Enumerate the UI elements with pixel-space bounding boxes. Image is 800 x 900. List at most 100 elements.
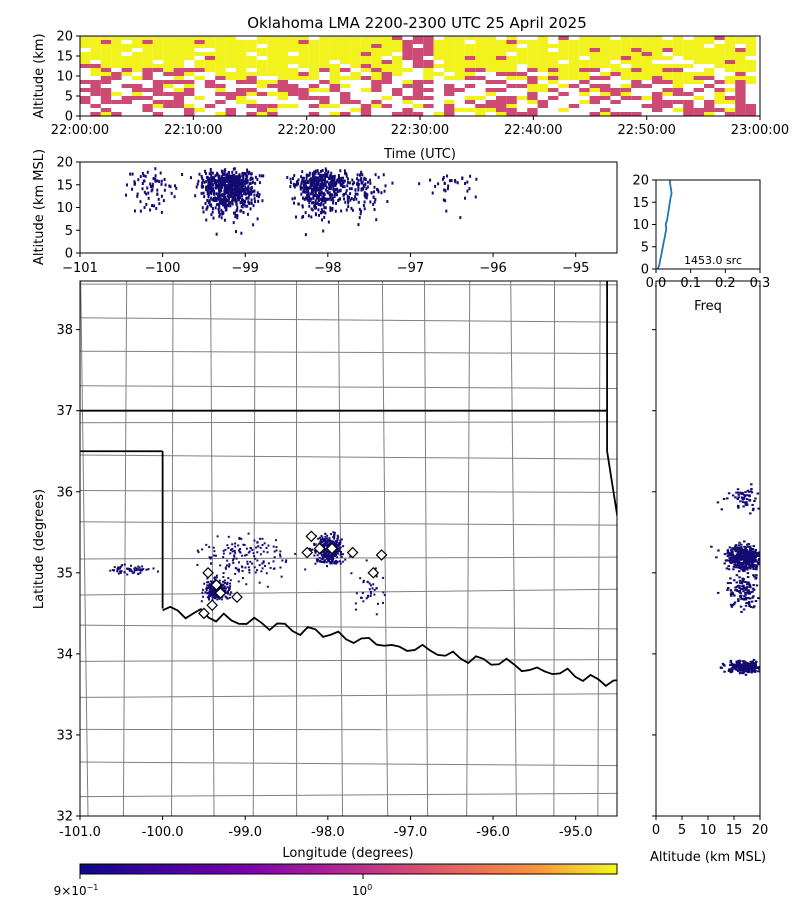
plan-source-point: [237, 580, 240, 583]
heat-cell: [246, 76, 257, 80]
lon-alt-point: [360, 209, 363, 213]
heat-cell: [111, 52, 122, 56]
plan-source-point: [324, 548, 327, 551]
alt-lat-point: [750, 671, 753, 674]
plan-source-point: [119, 571, 122, 574]
heat-cell: [516, 60, 528, 64]
lon-alt-point: [328, 192, 331, 196]
heat-cell: [704, 108, 715, 112]
plan-source-point: [279, 555, 282, 558]
plan-source-point: [313, 554, 316, 557]
plan-source-point: [224, 566, 227, 569]
heat-cell: [527, 68, 538, 72]
alt-lat-x-tick-label: 5: [678, 823, 686, 838]
heat-cell: [90, 80, 101, 84]
alt-lat-point: [746, 545, 750, 548]
lon-alt-point: [235, 214, 238, 218]
plan-source-point: [326, 537, 329, 540]
heat-cell: [464, 68, 476, 72]
lon-alt-point: [312, 201, 315, 205]
heat-cell: [568, 52, 580, 56]
lon-alt-point: [225, 174, 228, 178]
plan-source-point: [249, 547, 252, 550]
plan-source-point: [222, 572, 225, 575]
lon-alt-point: [244, 178, 247, 182]
lon-alt-point: [324, 167, 327, 171]
heat-cell: [277, 96, 288, 100]
heat-cell: [475, 108, 486, 112]
alt-lat-point: [754, 565, 758, 568]
plan-source-point: [117, 566, 120, 569]
lon-alt-point: [316, 194, 319, 198]
lon-alt-point: [229, 181, 232, 185]
lon-alt-point: [238, 181, 241, 185]
heat-cell: [350, 108, 361, 112]
lon-alt-point: [235, 175, 238, 179]
heat-cell: [631, 40, 642, 44]
plan-source-point: [254, 557, 257, 560]
heat-cell: [496, 88, 507, 92]
alt-lat-point: [742, 608, 746, 611]
plan-source-point: [248, 571, 251, 574]
plan-source-point: [213, 595, 216, 598]
heat-cell: [475, 60, 486, 64]
lon-alt-point: [226, 189, 229, 193]
alt-lat-point: [749, 605, 753, 608]
heat-cell: [256, 64, 268, 68]
heat-cell: [288, 104, 299, 108]
flash-marker: [367, 566, 380, 579]
time-height-y-tick-label: 15: [56, 50, 73, 65]
heat-cell: [236, 52, 247, 56]
alt-lat-point: [750, 483, 753, 486]
plan-source-point: [215, 576, 218, 579]
lon-alt-point: [229, 186, 232, 190]
heat-cell: [392, 88, 403, 92]
heat-cell: [402, 80, 413, 84]
alt-lat-point: [757, 561, 760, 564]
flash-marker: [202, 566, 214, 579]
lon-alt-point: [343, 179, 346, 183]
heat-cell: [444, 92, 455, 96]
plan-source-point: [336, 537, 339, 540]
lon-alt-point: [301, 178, 304, 182]
plan-source-point: [367, 594, 370, 597]
heat-cell: [371, 60, 382, 64]
plan-source-point: [322, 543, 325, 546]
heat-cell: [277, 88, 288, 92]
alt-lat-point: [746, 552, 749, 555]
lon-alt-point: [316, 195, 319, 199]
lon-alt-point: [306, 174, 309, 178]
lon-alt-point: [312, 196, 315, 200]
lon-alt-point: [158, 180, 161, 184]
alt-lat-point: [734, 667, 738, 670]
plan-source-point: [333, 541, 336, 544]
plan-source-point: [224, 567, 227, 570]
lon-alt-point: [234, 199, 237, 203]
heat-cell: [308, 96, 320, 100]
county-border: [80, 792, 617, 798]
plan-source-point: [331, 540, 334, 543]
alt-lat-point: [733, 601, 737, 604]
lon-alt-point: [234, 191, 237, 195]
plan-source-point: [338, 541, 341, 544]
lon-alt-point: [247, 200, 250, 204]
heat-cell: [194, 40, 205, 44]
lon-alt-point: [334, 209, 337, 213]
plan-source-point: [213, 589, 216, 592]
lon-alt-point: [307, 214, 310, 218]
lon-alt-point: [366, 193, 369, 197]
heat-cell: [444, 56, 455, 60]
heat-cell: [589, 76, 600, 80]
heat-cell: [329, 76, 340, 80]
alt-lat-point: [728, 546, 732, 549]
heat-cell: [381, 48, 392, 52]
lon-alt-point: [369, 181, 372, 185]
lon-alt-point: [330, 176, 333, 180]
lon-alt-point: [251, 190, 254, 194]
plan-source-point: [326, 551, 329, 554]
lon-alt-point: [234, 197, 237, 201]
alt-lat-point: [733, 561, 737, 564]
heat-cell: [683, 100, 694, 104]
alt-lat-point: [749, 553, 753, 556]
plan-source-point: [369, 590, 372, 593]
